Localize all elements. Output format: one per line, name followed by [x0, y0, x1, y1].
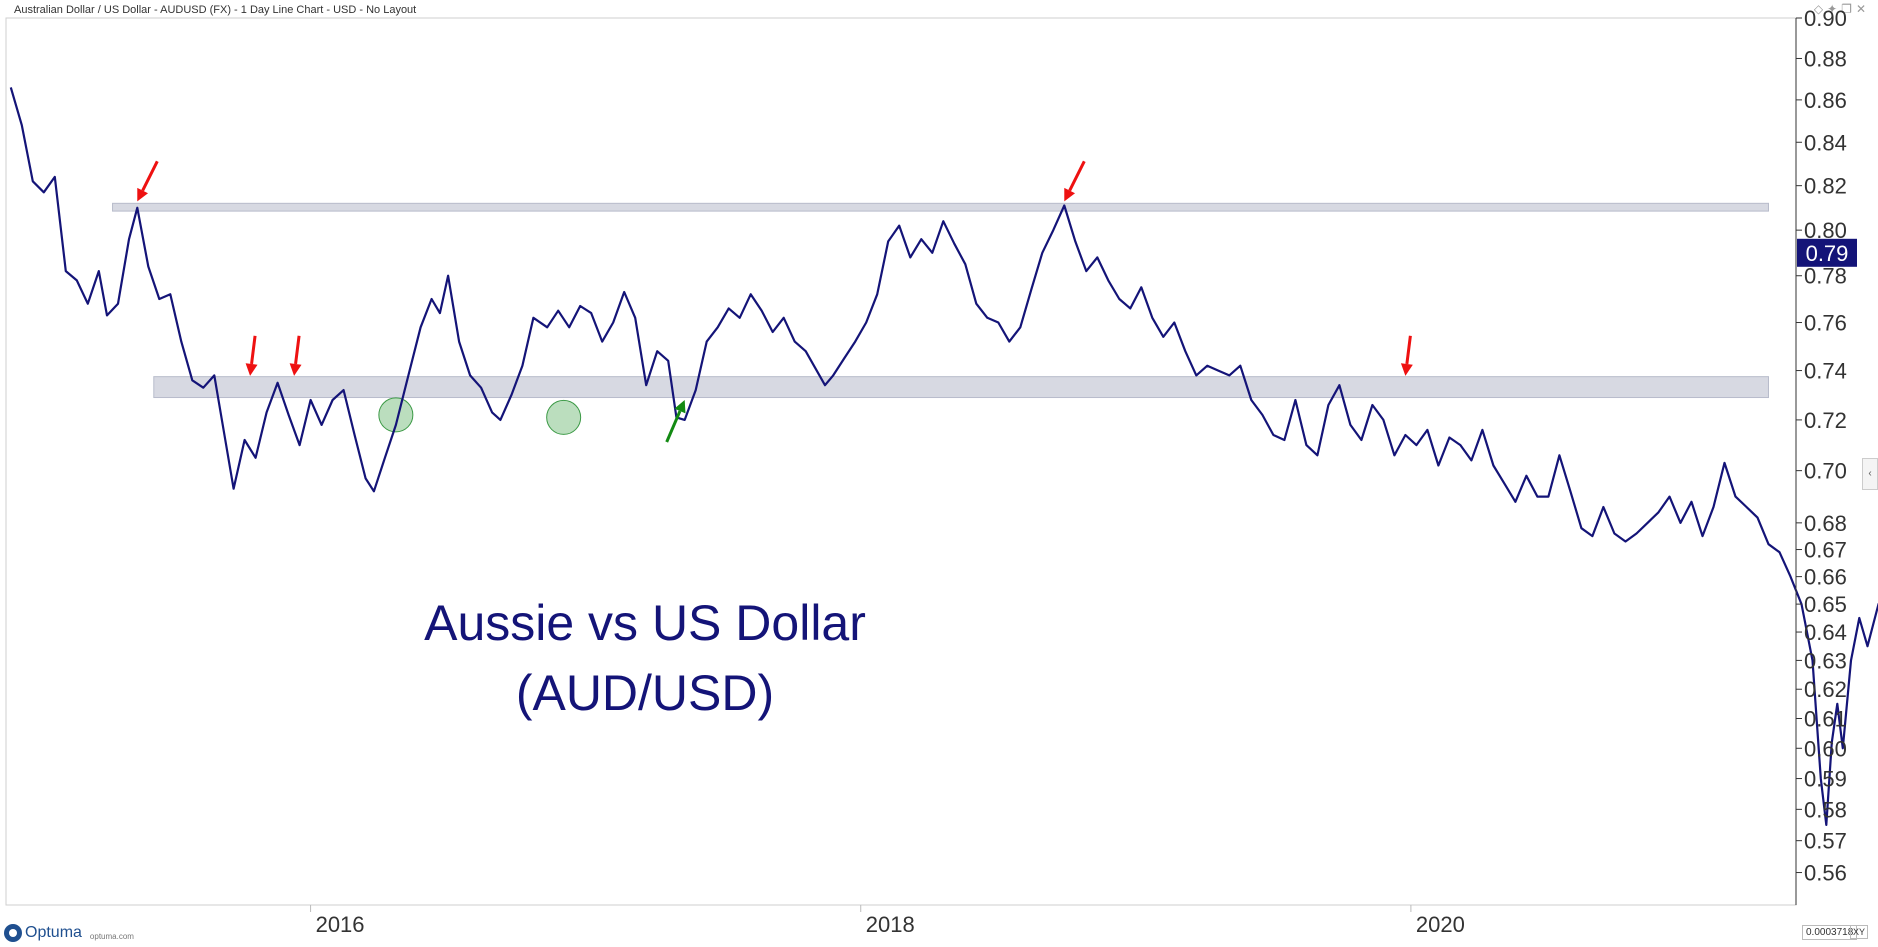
- y-tick-label: 0.76: [1804, 311, 1847, 336]
- logo-name: Optuma: [25, 924, 82, 941]
- y-tick-label: 0.86: [1804, 88, 1847, 113]
- y-tick-label: 0.68: [1804, 511, 1847, 536]
- annotation-line-2: (AUD/USD): [516, 665, 774, 721]
- pin-icon[interactable]: ✦: [1827, 2, 1842, 16]
- circles-layer: [378, 397, 582, 435]
- support-band: [153, 376, 1769, 399]
- window-controls: ◇✦❐✕: [1814, 2, 1870, 16]
- resistance-band: [112, 202, 1769, 212]
- bounce-circle-1: [378, 397, 414, 433]
- xy-toggle-button[interactable]: XY: [1850, 925, 1869, 939]
- x-tick-label: 2020: [1416, 912, 1465, 937]
- y-tick-label: 0.90: [1804, 6, 1847, 31]
- up-arrow-1: [665, 400, 686, 443]
- y-tick-label: 0.64: [1804, 620, 1847, 645]
- y-tick-label: 0.65: [1804, 592, 1847, 617]
- diamond-icon[interactable]: ◇: [1813, 2, 1828, 16]
- x-axis: 201620182020202: [310, 905, 1465, 937]
- x-tick-label: 2018: [866, 912, 915, 937]
- bands-layer: [112, 202, 1769, 399]
- y-tick-label: 0.60: [1804, 736, 1847, 761]
- chart-header-title: Australian Dollar / US Dollar - AUDUSD (…: [14, 4, 417, 16]
- last-value-box: [1797, 238, 1857, 267]
- down-arrow-3: [289, 335, 302, 376]
- plot-border: [5, 17, 1797, 906]
- y-tick-label: 0.72: [1804, 408, 1847, 433]
- down-arrow-1: [137, 160, 159, 202]
- annotation-line-1: Aussie vs US Dollar: [424, 595, 866, 651]
- y-tick-label: 0.70: [1804, 459, 1847, 484]
- restore-icon[interactable]: ❐: [1841, 2, 1856, 16]
- last-value-label: 0.79: [1806, 241, 1849, 266]
- y-tick-label: 0.88: [1804, 46, 1847, 71]
- down-arrow-4: [1064, 160, 1086, 202]
- down-arrow-5: [1400, 335, 1413, 376]
- price-line: [9, 87, 1878, 826]
- last-value-tag: 0.79: [1797, 238, 1857, 267]
- arrows-layer: [137, 160, 1413, 443]
- optuma-logo: Optuma optuma.com: [4, 922, 134, 944]
- close-icon[interactable]: ✕: [1855, 2, 1870, 16]
- y-tick-label: 0.84: [1804, 130, 1847, 155]
- logo-url: optuma.com: [89, 931, 134, 941]
- y-tick-label: 0.82: [1804, 174, 1847, 199]
- optuma-logo-icon: [4, 924, 22, 942]
- bounce-circle-2: [546, 399, 582, 435]
- corner-readout: 0.0003718: [1802, 925, 1858, 940]
- y-tick-label: 0.74: [1804, 359, 1847, 384]
- y-tick-label: 0.61: [1804, 707, 1847, 732]
- y-tick-label: 0.67: [1804, 538, 1847, 563]
- y-tick-label: 0.56: [1804, 861, 1847, 886]
- y-tick-label: 0.58: [1804, 797, 1847, 822]
- y-tick-label: 0.63: [1804, 648, 1847, 673]
- y-tick-label: 0.62: [1804, 677, 1847, 702]
- x-tick-label: 2016: [316, 912, 365, 937]
- down-arrow-2: [245, 335, 258, 376]
- y-tick-label: 0.57: [1804, 829, 1847, 854]
- y-axis: 0.56 0.57 0.58 0.59 0.60 0.61 0.62 0.63 0.64 0.65…: [1796, 6, 1847, 886]
- y-tick-label: 0.78: [1804, 264, 1847, 289]
- y-tick-label: 0.59: [1804, 767, 1847, 792]
- y-tick-label: 0.66: [1804, 565, 1847, 590]
- side-collapse-handle[interactable]: ‹: [1862, 458, 1878, 490]
